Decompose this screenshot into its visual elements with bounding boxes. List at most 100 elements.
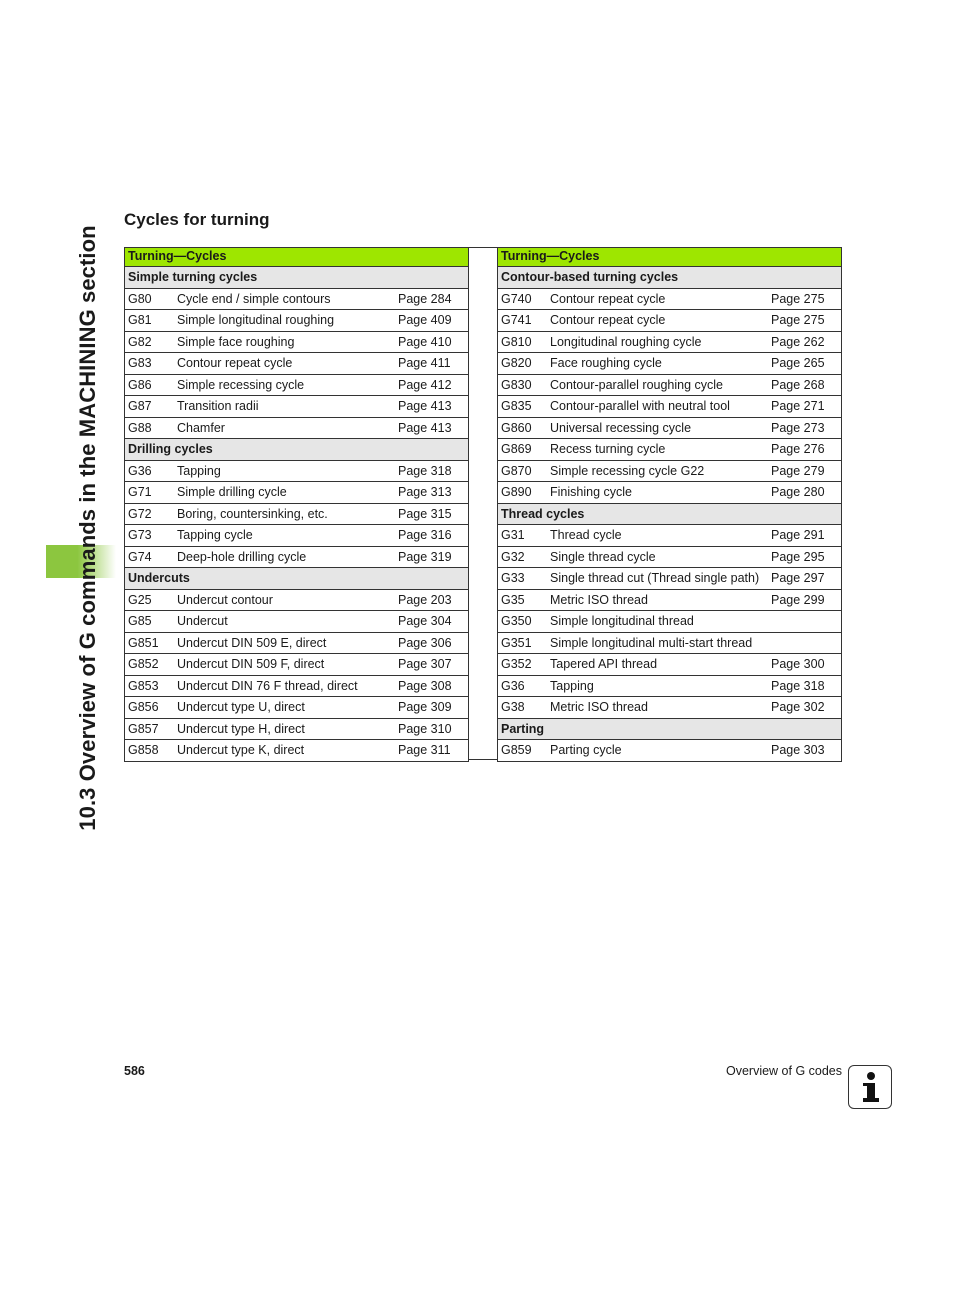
cycle-description: Undercut contour (177, 592, 273, 607)
page-reference: Page 271 (771, 399, 825, 413)
page-reference: Page 413 (398, 399, 452, 413)
g-code: G36 (128, 463, 152, 478)
g-code: G830 (501, 377, 532, 392)
table-row: G36 Tapping Page 318 (498, 674, 841, 697)
page-reference: Page 309 (398, 700, 452, 714)
cycle-description: Tapping cycle (177, 528, 253, 542)
g-code: G35 (501, 592, 525, 607)
page-reference: Page 265 (771, 356, 825, 370)
section-header-row: Undercuts (125, 567, 468, 589)
g-code: G25 (128, 592, 152, 607)
page-reference: Page 302 (771, 700, 825, 714)
cycle-description: Single thread cut (Thread single path) (550, 571, 760, 585)
table-row: G72 Boring, countersinking, etc. Page 315 (125, 502, 468, 525)
g-code: G351 (501, 635, 532, 650)
page-reference: Page 316 (398, 528, 452, 542)
g-code: G32 (501, 549, 525, 564)
cycle-description: Thread cycle (550, 528, 622, 542)
page-reference: Page 280 (771, 485, 825, 499)
section-title: Drilling cycles (128, 442, 213, 456)
table-row: G835 Contour-parallel with neutral tool Pa… (498, 395, 841, 417)
cycle-description: Simple longitudinal roughing (177, 313, 335, 327)
section-title: Simple turning cycles (128, 270, 258, 284)
g-code: G860 (501, 420, 532, 435)
g-code: G851 (128, 635, 159, 650)
cycle-description: Undercut (177, 614, 228, 628)
side-section-title: 10.3 Overview of G commands in the MACHI… (75, 225, 100, 831)
cycle-description: Metric ISO thread (550, 592, 648, 607)
g-code: G835 (501, 399, 532, 413)
page-reference: Page 310 (398, 721, 452, 736)
table-row: G74 Deep-hole drilling cycle Page 319 (125, 545, 468, 568)
page-reference: Page 313 (398, 485, 452, 499)
cycle-description: Tapping (177, 463, 221, 478)
table-row: G71 Simple drilling cycle Page 313 (125, 481, 468, 503)
cycle-description: Parting cycle (550, 743, 622, 757)
table-row: G83 Contour repeat cycle Page 411 (125, 352, 468, 374)
table-row: G857 Undercut type H, direct Page 310 (125, 717, 468, 740)
cycle-description: Tapping (550, 678, 594, 693)
g-code: G87 (128, 399, 152, 413)
section-header-row: Thread cycles (498, 502, 841, 524)
table-row: G86 Simple recessing cycle Page 412 (125, 373, 468, 396)
g-code: G859 (501, 743, 532, 757)
table-row: G860 Universal recessing cycle Page 273 (498, 416, 841, 439)
table-row: G859 Parting cycle Page 303 (498, 739, 841, 761)
g-code: G858 (128, 743, 159, 757)
g-code: G870 (501, 463, 532, 478)
cycle-description: Contour-parallel roughing cycle (550, 377, 724, 392)
page-reference: Page 276 (771, 442, 825, 456)
page-heading: Cycles for turning (124, 210, 270, 229)
table-row: G858 Undercut type K, direct Page 311 (125, 739, 468, 761)
table-row: G853 Undercut DIN 76 F thread, direct Page… (125, 674, 468, 697)
section-header-row: Drilling cycles (125, 438, 468, 460)
page-reference: Page 308 (398, 678, 452, 693)
table-header-row: Turning—Cycles (498, 248, 841, 266)
cycle-description: Simple recessing cycle (177, 377, 305, 392)
table-row: G869 Recess turning cycle Page 276 (498, 438, 841, 460)
table-row: G38 Metric ISO thread Page 302 (498, 696, 841, 718)
cycle-description: Contour repeat cycle (177, 356, 293, 370)
cycle-description: Simple recessing cycle G22 (550, 463, 705, 478)
cycle-description: Deep-hole drilling cycle (177, 549, 307, 564)
page-reference: Page 409 (398, 313, 452, 327)
table-row: G80 Cycle end / simple contours Page 284 (125, 287, 468, 310)
page-reference: Page 291 (771, 528, 825, 542)
page-reference: Page 413 (398, 420, 452, 435)
table-row: G350 Simple longitudinal thread (498, 610, 841, 632)
g-code: G857 (128, 721, 159, 736)
cycle-description: Longitudinal roughing cycle (550, 334, 702, 349)
page-reference: Page 318 (771, 678, 825, 693)
table-row: G740 Contour repeat cycle Page 275 (498, 287, 841, 310)
page-reference: Page 306 (398, 635, 452, 650)
page-reference: Page 318 (398, 463, 452, 478)
g-code: G350 (501, 614, 532, 628)
g-code: G741 (501, 313, 532, 327)
g-code: G71 (128, 485, 152, 499)
section-title: Thread cycles (501, 506, 585, 521)
g-code: G80 (128, 291, 152, 306)
page-reference: Page 297 (771, 571, 825, 585)
g-code: G33 (501, 571, 525, 585)
page-number: 586 (124, 1064, 145, 1078)
table-header: Turning—Cycles (128, 249, 227, 263)
table-row: G73 Tapping cycle Page 316 (125, 524, 468, 546)
table-row: G810 Longitudinal roughing cycle Page 262 (498, 330, 841, 353)
table-row: G36 Tapping Page 318 (125, 459, 468, 482)
g-code: G38 (501, 700, 525, 714)
table-header: Turning—Cycles (501, 249, 600, 263)
page-reference: Page 268 (771, 377, 825, 392)
page-reference: Page 262 (771, 334, 825, 349)
g-code: G890 (501, 485, 532, 499)
page-reference: Page 299 (771, 592, 825, 607)
cycle-description: Contour-parallel with neutral tool (550, 399, 730, 413)
g-code: G74 (128, 549, 152, 564)
cycle-description: Undercut DIN 76 F thread, direct (177, 678, 358, 693)
page-reference: Page 303 (771, 743, 825, 757)
g-code: G81 (128, 313, 152, 327)
table-row: G852 Undercut DIN 509 F, direct Page 307 (125, 653, 468, 675)
table-row: G856 Undercut type U, direct Page 309 (125, 696, 468, 718)
cycle-description: Recess turning cycle (550, 442, 666, 456)
right-cycles-table: Turning—Cycles Contour-based turning cycl… (497, 247, 842, 762)
